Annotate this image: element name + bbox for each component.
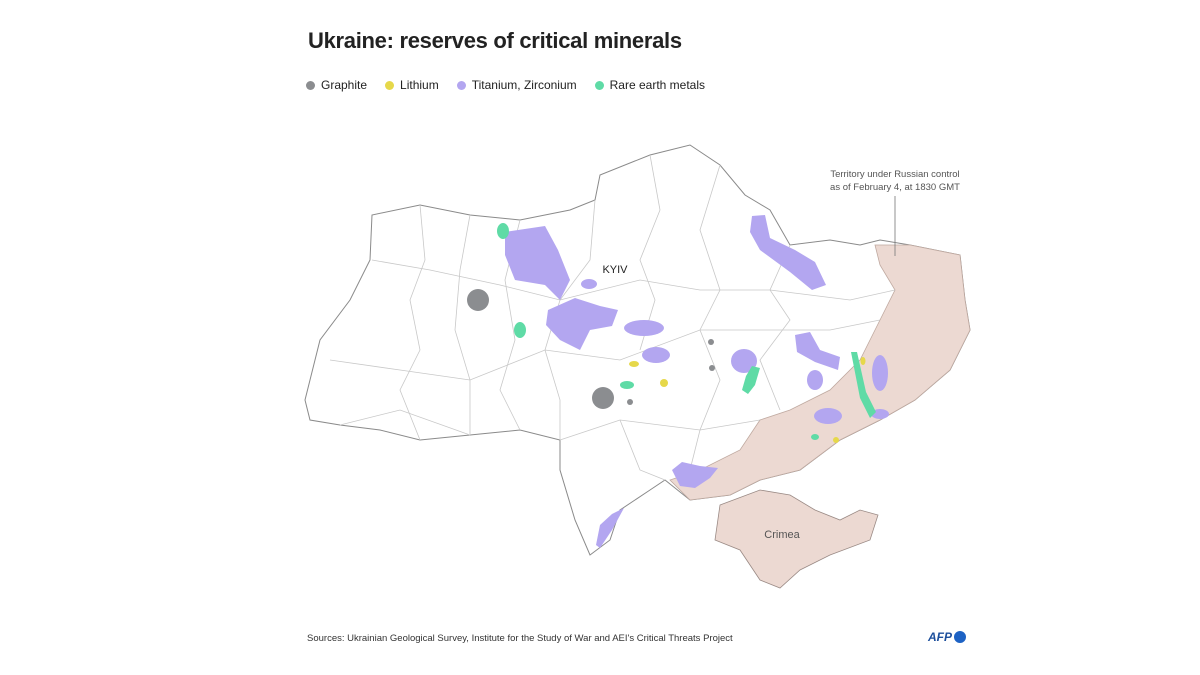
rare-earth-deposit xyxy=(851,352,876,418)
rare-earth-deposit xyxy=(742,366,760,394)
legend-item: Titanium, Zirconium xyxy=(456,78,577,92)
logo-ball xyxy=(954,631,966,643)
titanium-deposit xyxy=(672,462,718,488)
titanium-deposit xyxy=(624,320,664,336)
titanium-deposit xyxy=(872,355,888,391)
legend: Graphite Lithium Titanium, Zirconium Rare e… xyxy=(306,78,705,92)
graphite-deposit xyxy=(627,399,633,405)
title: Ukraine: reserves of critical minerals xyxy=(308,28,682,53)
annotation-line: Territory under Russian control xyxy=(830,169,959,180)
rare-earth-deposit xyxy=(620,381,634,389)
rare-earth-deposit xyxy=(497,223,509,239)
capital-label: KYIV xyxy=(602,264,628,276)
lithium-deposit xyxy=(860,357,866,365)
titanium-deposit xyxy=(581,279,597,289)
legend-label: Rare earth metals xyxy=(609,78,706,92)
legend-label: Graphite xyxy=(321,78,368,92)
titanium-deposit xyxy=(795,332,840,370)
crimea xyxy=(714,489,879,589)
source: Sources: Ukrainian Geological Survey, In… xyxy=(307,633,733,644)
legend-swatch xyxy=(594,80,604,90)
deposits xyxy=(467,215,889,548)
crimea-label: Crimea xyxy=(764,529,800,541)
occupied-territory xyxy=(669,244,971,501)
lithium-deposit xyxy=(833,437,839,443)
graphite-deposit xyxy=(709,365,715,371)
annotation-line: as of February 4, at 1830 GMT xyxy=(830,182,960,193)
legend-label: Lithium xyxy=(400,78,439,92)
rare-earth-deposit xyxy=(514,322,526,338)
legend-label: Titanium, Zirconium xyxy=(471,78,577,92)
titanium-deposit xyxy=(807,370,823,390)
titanium-deposit xyxy=(596,508,624,548)
legend-swatch xyxy=(456,80,466,90)
legend-item: Lithium xyxy=(385,78,439,92)
lithium-deposit xyxy=(629,361,639,367)
titanium-deposit xyxy=(814,408,842,424)
graphite-deposit xyxy=(467,289,489,311)
titanium-deposit xyxy=(505,226,570,300)
titanium-deposit xyxy=(731,349,757,373)
logo: AFP xyxy=(928,630,966,644)
titanium-deposit xyxy=(750,215,826,290)
legend-swatch xyxy=(385,80,395,90)
legend-item: Graphite xyxy=(306,78,367,92)
logo-text: AFP xyxy=(928,630,952,644)
legend-item: Rare earth metals xyxy=(594,78,706,92)
titanium-deposit xyxy=(546,298,618,350)
rare-earth-deposit xyxy=(811,434,819,440)
graphite-deposit xyxy=(592,387,614,409)
legend-swatch xyxy=(306,80,315,90)
graphite-deposit xyxy=(708,339,714,345)
lithium-deposit xyxy=(660,379,668,387)
titanium-deposit xyxy=(642,347,670,363)
